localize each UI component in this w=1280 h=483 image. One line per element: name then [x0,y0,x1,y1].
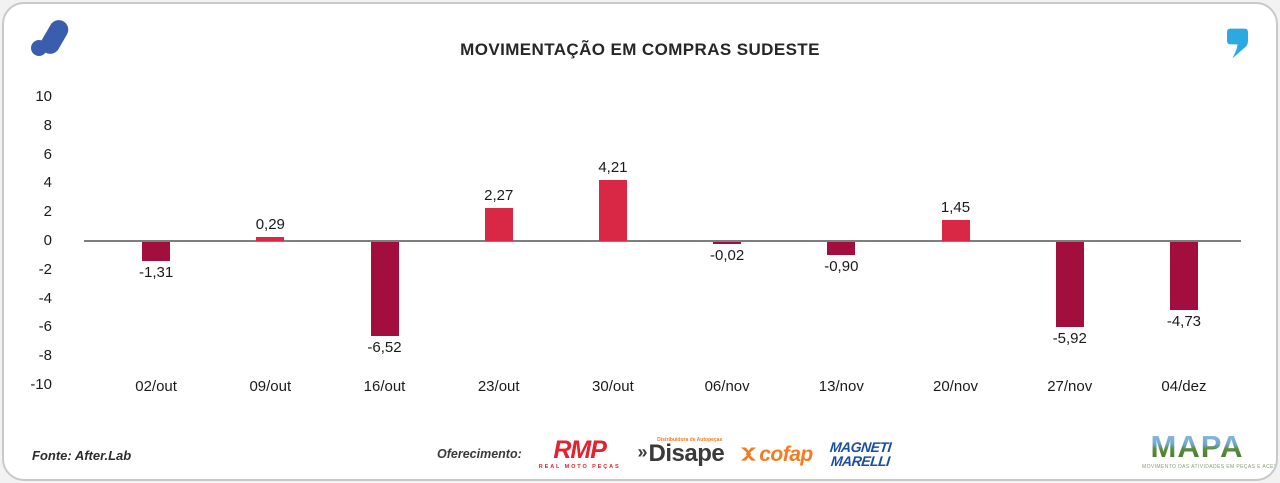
disape-logo-tagline: Distribuidora de Autopeças [657,437,723,443]
afterlab-logo-dot [31,40,47,56]
y-tick-label: 10 [35,88,52,105]
x-axis-labels: 02/out 09/out 16/out 23/out 30/out 06/nov 13/n… [99,379,1241,397]
magneti-marelli-logo: MAGNETI MARELLI [828,439,892,469]
bar-column: 1,45 [898,97,1012,385]
x-tick-label: 30/out [592,378,634,395]
x-tick-label: 27/nov [1047,378,1093,395]
y-tick-label: -8 [38,347,52,365]
bar-value-label: 2,27 [484,187,514,205]
y-tick-label: 8 [43,116,52,134]
bar-value-label: -4,73 [1166,313,1202,331]
bar-value-label: -1,31 [139,263,174,281]
cofap-logo-text: cofap [759,442,813,466]
y-tick-label: -6 [38,318,52,336]
bar-column: -4,73 [1127,97,1241,385]
bar [941,220,970,241]
quote-icon [1227,28,1248,64]
bar-column: -0,02 [670,97,784,385]
x-tick-label: 04/dez [1161,378,1207,395]
mapa-logo: MAPA MOVIMENTO DAS ATIVIDADES EM PEÇAS E… [1142,431,1278,470]
bar-column: 2,27 [442,97,556,385]
bar [827,242,856,255]
rmp-logo-tagline: REAL MOTO PEÇAS [538,463,621,470]
x-tick-label: 06/nov [704,378,750,395]
bar-column: -0,90 [784,97,898,385]
sponsors-row: Oferecimento: RMP REAL MOTO PEÇAS Distri… [437,430,892,478]
x-tick-label: 16/out [363,378,406,395]
bar [142,242,171,261]
bar-value-label: 4,21 [598,159,628,177]
bar [1055,242,1084,328]
offer-label: Oferecimento: [437,447,522,461]
x-tick-label: 20/nov [933,378,979,395]
rmp-logo-text: RMP [553,435,607,464]
y-tick-label: -10 [30,376,52,393]
disape-logo-chevrons: » [637,442,648,462]
mapa-logo-text: MAPA [1142,431,1252,462]
magneti-marelli-line2: MARELLI [830,453,891,469]
y-axis: 10 8 6 4 2 0 -2 -4 -6 -8 -10 [12,88,52,393]
y-tick-label: 6 [43,145,52,163]
zero-axis-line [84,240,1241,242]
bar [370,242,399,336]
bar-value-label: 1,45 [940,199,971,217]
bar [484,208,513,241]
magneti-marelli-line1: MAGNETI [828,439,892,455]
x-tick-label: 13/nov [818,378,864,395]
chart-title: MOVIMENTAÇÃO EM COMPRAS SUDESTE [460,40,820,59]
cofap-logo: cofap [741,444,813,465]
y-tick-label: 4 [43,174,52,192]
bar-value-label: -6,52 [367,338,402,356]
bar-value-label: -0,02 [710,247,745,264]
y-tick-label: -4 [38,289,52,307]
rmp-logo: RMP REAL MOTO PEÇAS [538,435,621,471]
bar [1169,242,1198,311]
afterlab-logo-icon [28,16,74,62]
disape-logo-text: Disape [648,440,725,467]
y-tick-label: 2 [43,203,52,221]
mapa-logo-tagline: MOVIMENTO DAS ATIVIDADES EM PEÇAS E ACES… [1142,464,1278,470]
disape-logo: Distribuidora de Autopeças »Disape [637,438,725,467]
x-tick-label: 02/out [135,378,177,395]
bar-value-label: 0,29 [255,215,285,233]
bar-column: -5,92 [1013,97,1127,385]
y-tick-label: 0 [43,232,52,249]
bar-column: 0,29 [213,97,327,385]
bar [713,242,742,244]
plot-area: -1,31 0,29 -6,52 2,27 4,21 -0,02 -0,90 1,45 -5,9… [84,97,1241,385]
bar-column: 4,21 [556,97,670,385]
bar [598,180,627,241]
bar-column: -1,31 [99,97,213,385]
y-tick-label: -2 [38,260,52,278]
x-tick-label: 23/out [477,378,520,395]
cofap-x-icon [741,447,757,461]
bar [256,236,285,241]
bar-column: -6,52 [327,97,441,385]
bar-value-label: -5,92 [1052,330,1087,348]
source-text: Fonte: After.Lab [32,448,132,463]
x-tick-label: 09/out [249,378,292,395]
bar-value-label: -0,90 [824,257,859,275]
